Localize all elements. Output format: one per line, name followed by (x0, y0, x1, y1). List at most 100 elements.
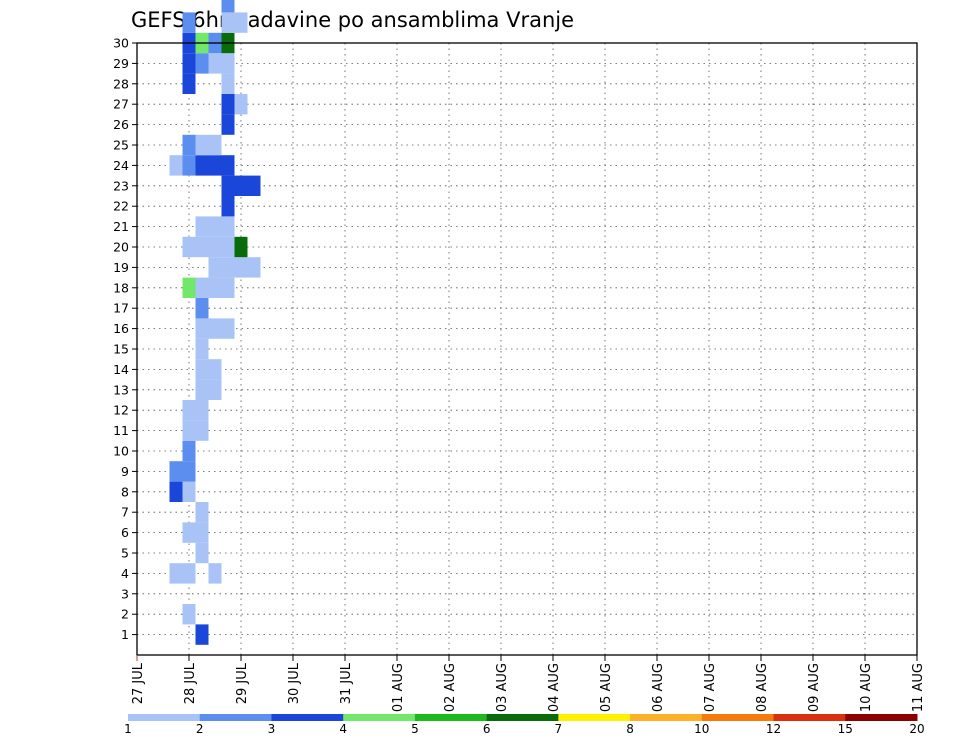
y-tick-label: 13 (113, 382, 129, 397)
x-tick-label: 11 AUG (911, 663, 926, 712)
y-tick-label: 19 (113, 260, 129, 275)
y-tick-label: 30 (113, 36, 129, 51)
data-cell (208, 277, 222, 298)
colorbar-segment (128, 714, 201, 721)
y-tick-label: 18 (113, 280, 129, 295)
data-cell (182, 400, 196, 421)
colorbar-label: 20 (909, 722, 924, 736)
y-tick-label: 20 (113, 240, 129, 255)
data-cell (221, 257, 235, 278)
data-cell (182, 481, 196, 502)
data-cell (182, 277, 196, 298)
data-cell (221, 0, 235, 13)
colorbar-segment (773, 714, 846, 721)
data-cell (182, 236, 196, 258)
data-cell (195, 298, 209, 319)
colorbar-segment (271, 714, 344, 721)
x-tick-label: 27 JUL (131, 662, 146, 704)
data-cell (195, 379, 209, 400)
data-cell (247, 257, 261, 278)
chart-title: GEFS 6hr padavine po ansamblima Vranje (131, 8, 574, 32)
data-cell (208, 155, 222, 176)
data-cell (221, 236, 235, 258)
data-cell (195, 522, 209, 543)
colorbar-label: 7 (555, 722, 563, 736)
y-tick-label: 2 (121, 607, 129, 622)
colorbar-label: 15 (838, 722, 853, 736)
data-cell (182, 73, 196, 94)
y-tick-label: 15 (113, 342, 129, 357)
data-cell (208, 236, 222, 258)
data-cell (221, 114, 235, 135)
y-tick-label: 24 (113, 158, 129, 173)
colorbar: 1 2 3 4 5 6 7 8 10 12 15 20 (124, 714, 925, 736)
x-tick-label: 10 AUG (859, 663, 874, 712)
y-tick-label: 28 (113, 76, 129, 91)
y-tick-label: 9 (121, 464, 129, 479)
y-tick-label: 29 (113, 56, 129, 71)
colorbar-label: 2 (196, 722, 204, 736)
data-cell (208, 257, 222, 278)
data-cell (195, 338, 209, 360)
colorbar-label: 4 (339, 722, 347, 736)
data-cell (234, 12, 248, 33)
data-cell (208, 563, 222, 584)
y-tick-label: 17 (113, 301, 129, 316)
x-tick-label: 29 JUL (235, 662, 250, 704)
data-cell (182, 134, 196, 156)
data-cell (221, 318, 235, 339)
data-cell (208, 318, 222, 339)
colorbar-label: 8 (626, 722, 634, 736)
data-cell (221, 12, 235, 33)
data-cell (221, 94, 235, 115)
y-tick-label: 12 (113, 403, 129, 418)
colorbar-label: 12 (766, 722, 781, 736)
data-cell (169, 563, 183, 584)
data-cells (169, 0, 261, 645)
data-cell (169, 461, 183, 482)
colorbar-segment (199, 714, 272, 721)
data-cell (208, 379, 222, 400)
data-cell (234, 236, 248, 258)
data-cell (195, 624, 209, 645)
data-cell (221, 53, 235, 74)
colorbar-label: 6 (483, 722, 491, 736)
y-tick-label: 26 (113, 117, 129, 132)
y-tick-label: 6 (121, 525, 129, 540)
x-tick-label: 01 AUG (391, 663, 406, 712)
colorbar-segment (630, 714, 703, 721)
data-cell (234, 257, 248, 278)
y-tick-label: 1 (121, 627, 129, 642)
x-tick-label: 30 JUL (287, 662, 302, 704)
data-cell (221, 216, 235, 237)
colorbar-segment (845, 714, 918, 721)
y-tick-label: 5 (121, 546, 129, 561)
data-cell (182, 420, 196, 441)
data-cell (195, 400, 209, 421)
y-tick-label: 23 (113, 178, 129, 193)
x-axis-ticks: 27 JUL 28 JUL 29 JUL 30 JUL 31 JUL 01 AUG 02 A… (131, 655, 926, 712)
data-cell (182, 12, 196, 33)
data-cell (221, 196, 235, 217)
data-cell (182, 563, 196, 584)
x-tick-label: 08 AUG (755, 663, 770, 712)
y-tick-label: 14 (113, 362, 129, 377)
data-cell (221, 155, 235, 176)
data-cell (182, 440, 196, 462)
y-tick-label: 11 (113, 423, 129, 438)
data-cell (208, 359, 222, 380)
data-cell (208, 216, 222, 237)
data-cell (195, 502, 209, 523)
colorbar-segment (486, 714, 559, 721)
y-tick-label: 3 (121, 586, 129, 601)
colorbar-label: 5 (411, 722, 419, 736)
data-cell (221, 175, 235, 196)
y-tick-label: 25 (113, 138, 129, 153)
data-cell (208, 134, 222, 156)
y-tick-label: 8 (121, 484, 129, 499)
data-cell (195, 236, 209, 258)
data-cell (234, 175, 248, 196)
data-cell (195, 134, 209, 156)
data-cell (195, 318, 209, 339)
